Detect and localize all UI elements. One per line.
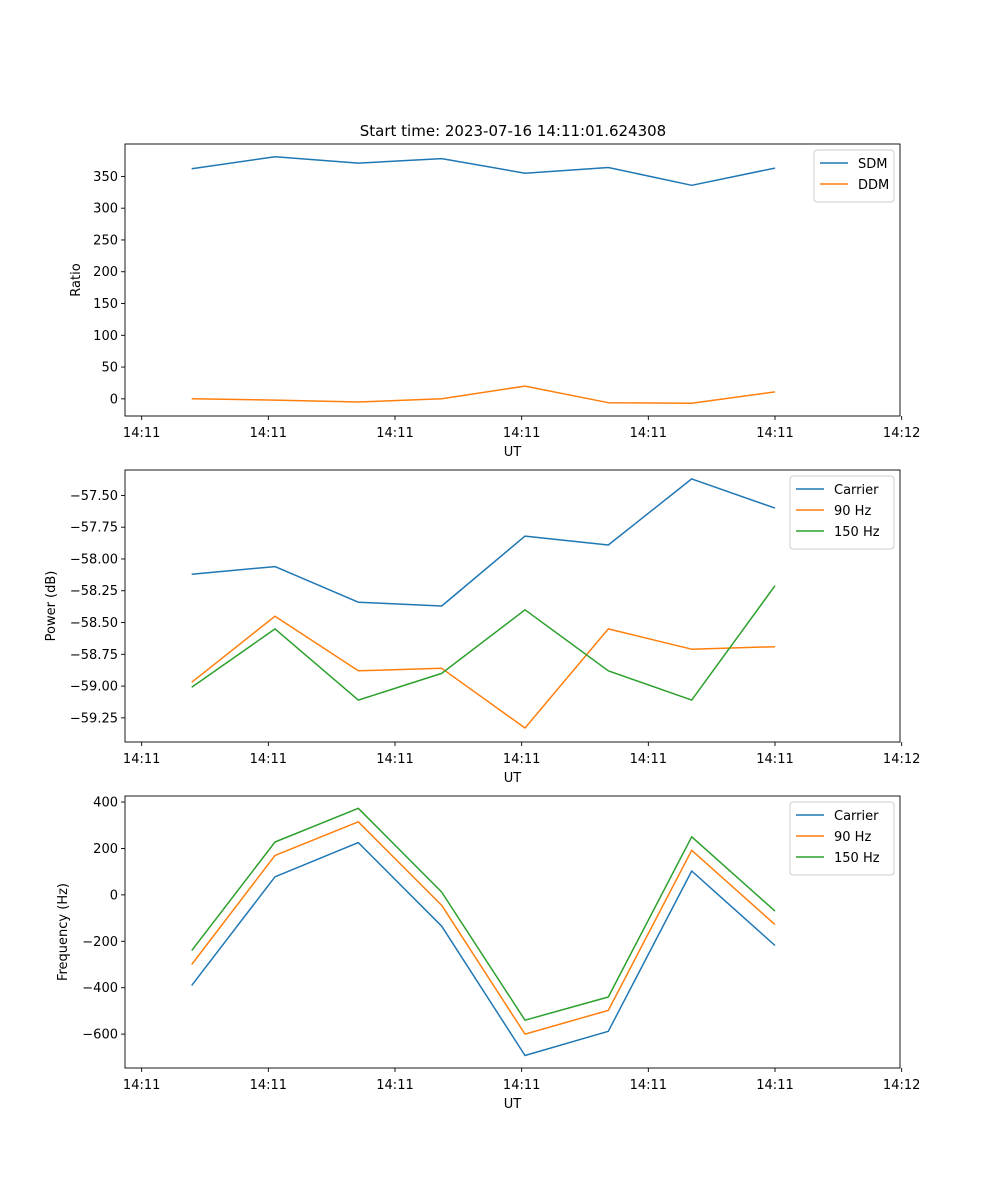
y-tick-label: 200 <box>93 265 118 280</box>
y-tick-label: −57.75 <box>70 521 118 536</box>
series-line-90-hz <box>191 615 776 729</box>
x-axis-label: UT <box>504 771 522 786</box>
figure-title: Start time: 2023-07-16 14:11:01.624308 <box>360 122 666 140</box>
x-tick-label: 14:11 <box>756 752 793 767</box>
legend-label-150-hz: 150 Hz <box>834 525 880 540</box>
legend: Carrier 90 Hz 150 Hz <box>789 801 895 876</box>
x-tick-label: 14:11 <box>123 1078 160 1093</box>
y-axis-label: Power (dB) <box>44 571 59 642</box>
series-line-carrier <box>191 478 776 607</box>
legend-label-150-hz: 150 Hz <box>834 851 880 866</box>
series-line-150-hz <box>191 807 776 1021</box>
y-tick-label: 300 <box>93 202 118 217</box>
legend-label-90-hz: 90 Hz <box>834 504 871 519</box>
x-tick-label: 14:11 <box>123 752 160 767</box>
legend-label-ddm: DDM <box>858 178 889 193</box>
x-tick-label: 14:11 <box>503 426 540 441</box>
x-tick-label: 14:11 <box>756 1078 793 1093</box>
chart-panel-2: 14:11 14:11 14:11 14:11 14:11 14:11 14:12 −59.2… <box>44 469 920 786</box>
axes-frame <box>124 469 901 743</box>
y-tick-label: 350 <box>93 170 118 185</box>
y-tick-label: −58.50 <box>70 616 118 631</box>
series-line-90-hz <box>191 821 776 1035</box>
chart-panel-3: 14:11 14:11 14:11 14:11 14:11 14:11 14:12 −600 −… <box>56 796 920 1112</box>
legend: Carrier 90 Hz 150 Hz <box>789 475 895 550</box>
legend-label-sdm: SDM <box>858 157 887 172</box>
x-tick-label: 14:11 <box>250 1078 287 1093</box>
y-tick-label: −200 <box>82 935 118 950</box>
x-tick-label: 14:11 <box>123 426 160 441</box>
x-tick-label: 14:12 <box>883 1078 920 1093</box>
x-tick-label: 14:11 <box>376 1078 413 1093</box>
x-tick-label: 14:11 <box>756 426 793 441</box>
x-tick-label: 14:11 <box>630 752 667 767</box>
y-tick-label: 200 <box>93 842 118 857</box>
y-tick-label: 250 <box>93 233 118 248</box>
series-line-sdm <box>191 155 776 187</box>
x-tick-label: 14:11 <box>376 752 413 767</box>
y-tick-label: 400 <box>93 796 118 811</box>
y-tick-label: 50 <box>101 361 118 376</box>
legend-label-carrier: Carrier <box>834 809 879 824</box>
chart-panel-1: 14:11 14:11 14:11 14:11 14:11 14:11 14:12 0 50 10… <box>69 143 920 460</box>
y-tick-label: −58.00 <box>70 552 118 567</box>
y-tick-label: 0 <box>110 888 118 903</box>
axes-frame <box>124 795 901 1069</box>
legend-label-carrier: Carrier <box>834 483 879 498</box>
series-line-ddm <box>191 385 776 405</box>
legend-label-90-hz: 90 Hz <box>834 830 871 845</box>
x-tick-label: 14:11 <box>503 752 540 767</box>
x-tick-label: 14:11 <box>250 426 287 441</box>
panels: 14:11 14:11 14:11 14:11 14:11 14:11 14:12 0 50 10… <box>44 143 920 1112</box>
series-line-carrier <box>191 841 776 1057</box>
x-tick-label: 14:11 <box>630 1078 667 1093</box>
y-tick-label: −58.75 <box>70 648 118 663</box>
legend: SDM DDM <box>813 149 895 203</box>
y-tick-label: −600 <box>82 1028 118 1043</box>
y-tick-label: −59.25 <box>70 711 118 726</box>
x-tick-label: 14:12 <box>883 752 920 767</box>
x-tick-label: 14:11 <box>376 426 413 441</box>
y-tick-label: −58.25 <box>70 584 118 599</box>
y-axis-label: Frequency (Hz) <box>56 883 71 981</box>
y-tick-label: −59.00 <box>70 680 118 695</box>
y-tick-label: −400 <box>82 981 118 996</box>
y-tick-label: 150 <box>93 297 118 312</box>
axes-frame <box>124 143 901 417</box>
x-tick-label: 14:11 <box>503 1078 540 1093</box>
y-tick-label: −57.50 <box>70 489 118 504</box>
x-tick-label: 14:11 <box>250 752 287 767</box>
series-line-150-hz <box>191 585 776 701</box>
x-tick-label: 14:11 <box>630 426 667 441</box>
x-axis-label: UT <box>504 445 522 460</box>
y-tick-label: 0 <box>110 392 118 407</box>
y-tick-label: 100 <box>93 329 118 344</box>
x-tick-label: 14:12 <box>883 426 920 441</box>
x-axis-label: UT <box>504 1097 522 1112</box>
y-axis-label: Ratio <box>69 263 84 296</box>
